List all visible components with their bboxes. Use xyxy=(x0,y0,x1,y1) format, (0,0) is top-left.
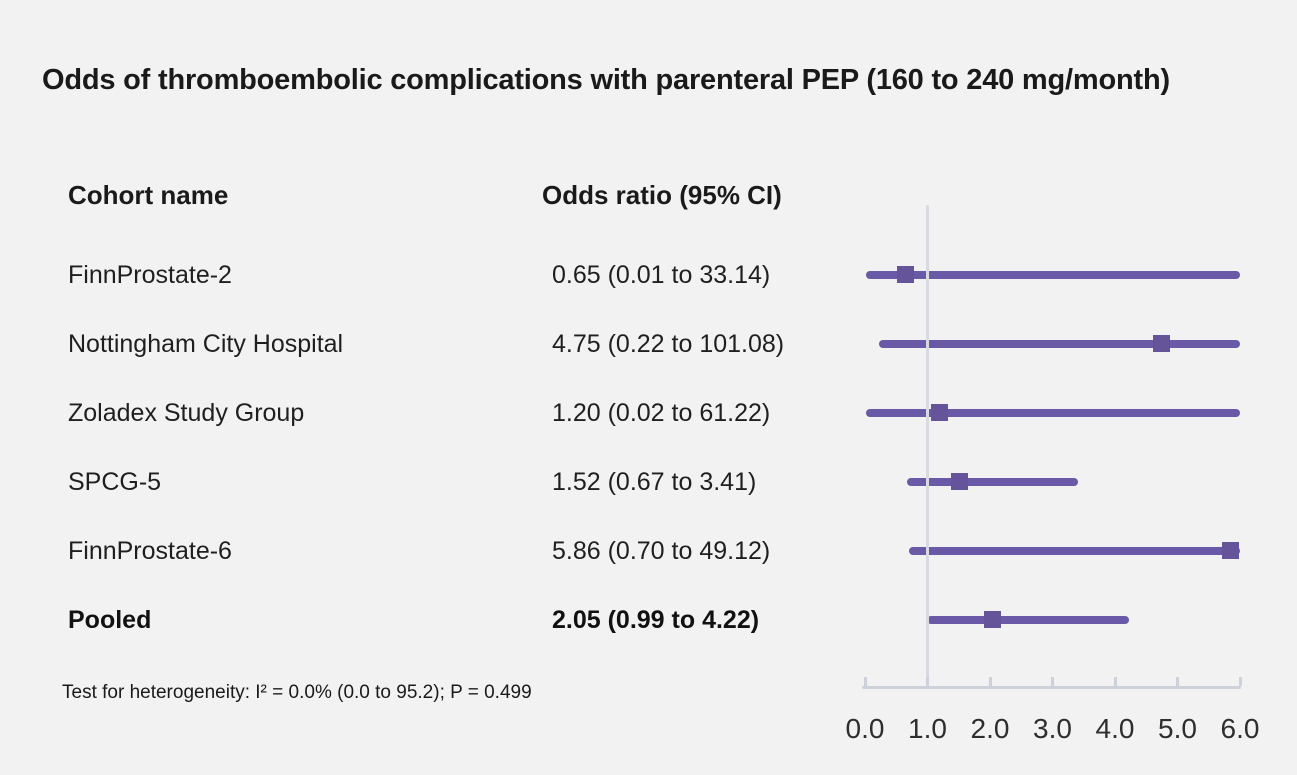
x-axis-tick xyxy=(1051,677,1054,686)
or-marker xyxy=(896,266,914,283)
x-axis-tick xyxy=(1238,677,1242,686)
or-marker xyxy=(951,473,968,490)
reference-line xyxy=(926,205,929,687)
x-axis-tick-label: 1.0 xyxy=(908,713,947,744)
odds-ratio-value: 1.52 (0.67 to 3.41) xyxy=(552,468,757,496)
ci-line xyxy=(878,340,1240,348)
ci-line xyxy=(926,616,1129,624)
x-axis-tick xyxy=(1113,677,1117,686)
cohort-name: Nottingham City Hospital xyxy=(68,330,344,358)
cohort-name: Pooled xyxy=(68,606,152,634)
x-axis-tick-label: 4.0 xyxy=(1095,713,1135,744)
x-axis-line xyxy=(862,686,1241,689)
odds-ratio-value: 0.65 (0.01 to 33.14) xyxy=(552,261,771,289)
x-axis-tick-label: 3.0 xyxy=(1033,713,1072,744)
column-header-odds-ratio: Odds ratio (95% CI) xyxy=(542,180,782,210)
chart-title: Odds of thromboembolic complications wit… xyxy=(42,64,1170,96)
x-axis-tick-label: 5.0 xyxy=(1158,713,1197,744)
x-axis-tick-label: 2.0 xyxy=(970,713,1010,744)
ci-line xyxy=(865,271,1240,279)
cohort-name: FinnProstate-6 xyxy=(68,537,232,565)
x-axis-tick xyxy=(988,677,992,686)
or-marker xyxy=(931,404,948,421)
ci-line xyxy=(866,409,1240,417)
cohort-name: Zoladex Study Group xyxy=(68,399,305,427)
or-marker xyxy=(1152,335,1170,352)
column-header-cohort: Cohort name xyxy=(68,180,229,210)
x-axis-tick-label: 0.0 xyxy=(845,713,885,744)
or-marker xyxy=(984,611,1002,628)
cohort-name: FinnProstate-2 xyxy=(68,261,232,289)
x-axis-tick xyxy=(863,677,867,686)
heterogeneity-note: Test for heterogeneity: I² = 0.0% (0.0 t… xyxy=(62,682,532,703)
ci-line xyxy=(906,478,1079,486)
or-marker xyxy=(1222,542,1240,559)
odds-ratio-value: 2.05 (0.99 to 4.22) xyxy=(552,606,760,634)
odds-ratio-value: 5.86 (0.70 to 49.12) xyxy=(552,537,771,565)
x-axis-tick-label: 6.0 xyxy=(1220,713,1260,744)
x-axis-tick xyxy=(1176,677,1179,686)
odds-ratio-value: 4.75 (0.22 to 101.08) xyxy=(552,330,785,358)
x-axis-tick xyxy=(926,677,929,686)
odds-ratio-value: 1.20 (0.02 to 61.22) xyxy=(552,399,771,427)
cohort-name: SPCG-5 xyxy=(68,468,162,496)
ci-line xyxy=(908,547,1240,555)
